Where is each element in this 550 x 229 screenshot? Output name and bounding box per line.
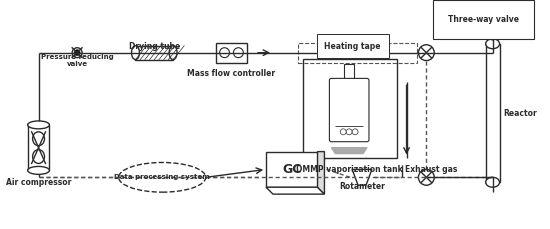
Text: Heating tape: Heating tape [324,42,381,51]
Text: GC: GC [282,163,301,176]
Polygon shape [352,169,372,185]
Bar [302,59,397,158]
Circle shape [419,169,434,185]
Text: Pressure reducing
valve: Pressure reducing valve [41,54,113,66]
Text: Air compressor: Air compressor [6,178,72,187]
Bar [486,44,499,182]
Bar [135,46,173,60]
Text: DMMP vaporization tank: DMMP vaporization tank [296,165,403,174]
FancyBboxPatch shape [329,78,369,142]
Bar [298,43,417,63]
Text: Exhaust gas: Exhaust gas [405,165,457,174]
Circle shape [219,48,229,58]
Ellipse shape [119,163,206,192]
Circle shape [346,129,352,135]
Circle shape [340,129,346,135]
Text: Drying tube: Drying tube [129,42,180,51]
Ellipse shape [28,166,50,174]
Circle shape [488,32,497,40]
Text: Three-way valve: Three-way valve [448,15,519,24]
Ellipse shape [486,177,499,187]
Ellipse shape [28,121,50,129]
Bar [28,125,50,170]
Text: Data processing system: Data processing system [114,174,210,180]
Text: Reactor: Reactor [503,109,537,117]
Polygon shape [266,187,324,194]
Bar [216,43,248,63]
Circle shape [419,45,434,61]
Text: Mass flow controller: Mass flow controller [188,69,276,78]
Circle shape [74,50,80,56]
Bar [344,64,354,80]
Polygon shape [317,152,324,194]
Ellipse shape [131,46,140,60]
Circle shape [72,48,82,58]
Circle shape [233,48,243,58]
Ellipse shape [486,39,499,49]
Bar [266,152,317,187]
Polygon shape [331,148,367,154]
Circle shape [352,129,358,135]
Ellipse shape [169,46,177,60]
Text: Rotameter: Rotameter [339,182,385,191]
